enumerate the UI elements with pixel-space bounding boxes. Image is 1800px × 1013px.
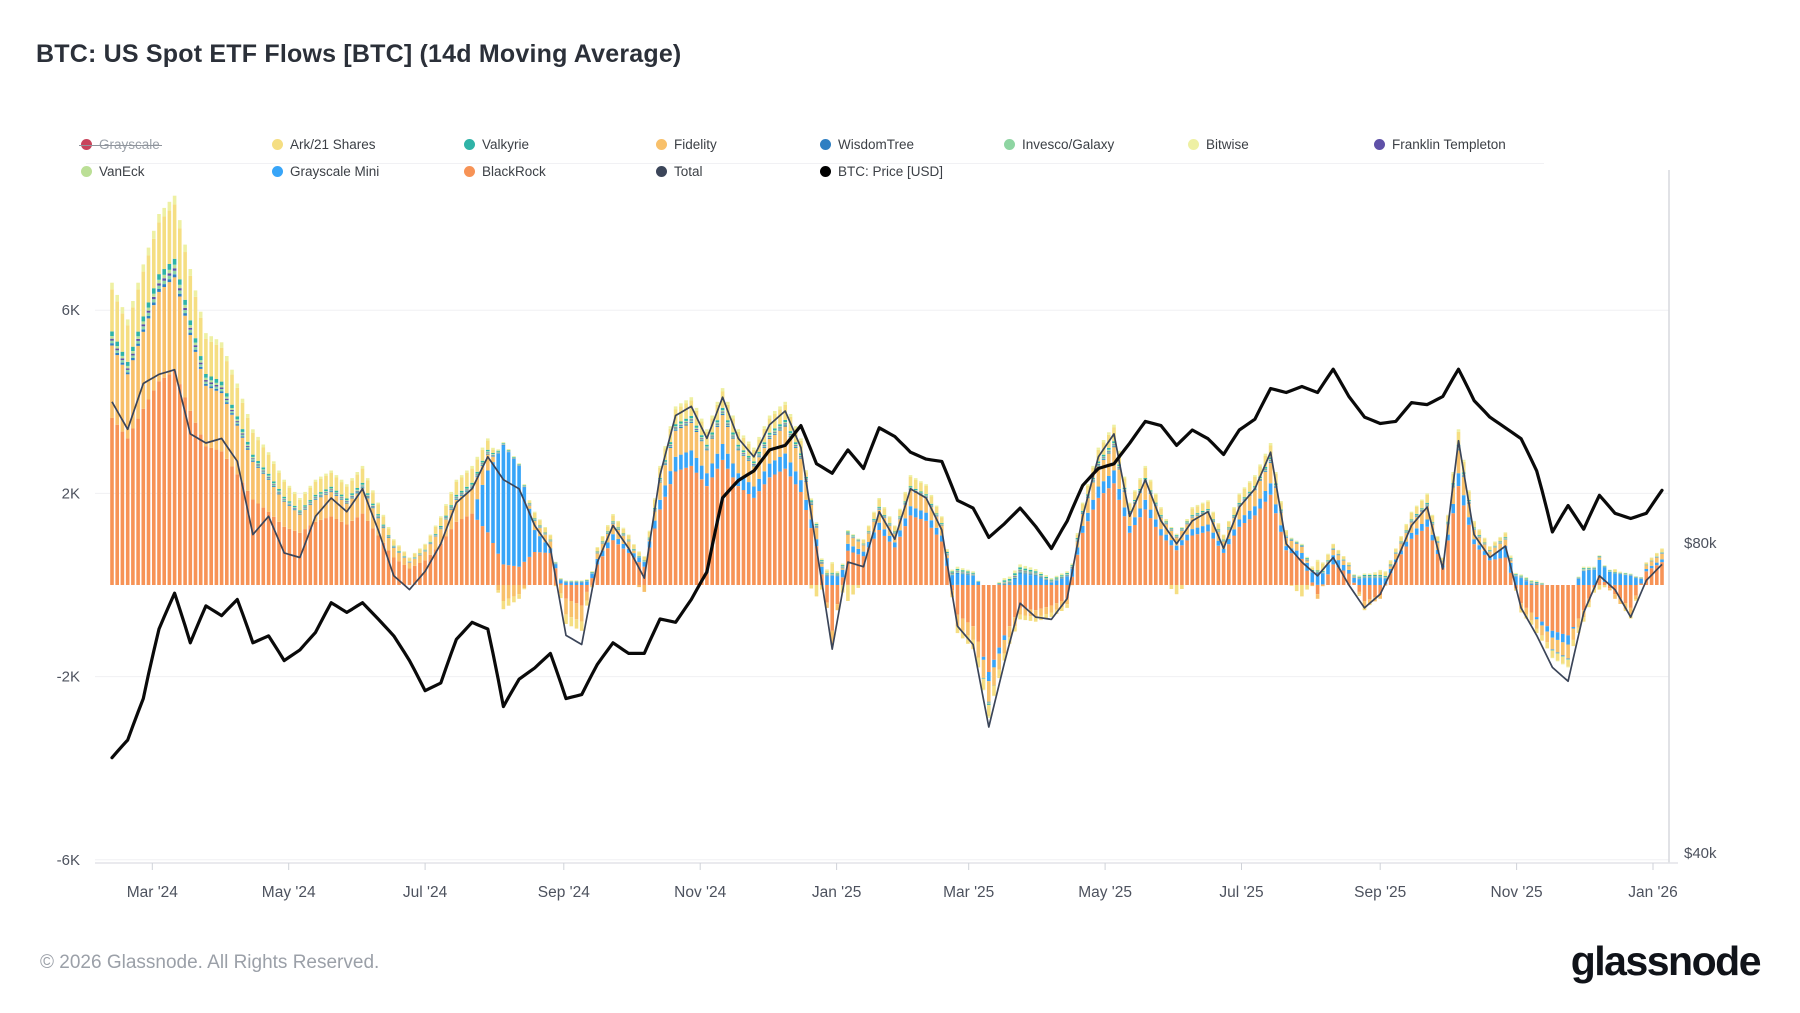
- invesco-galaxy-color-dot-icon: [1004, 139, 1015, 150]
- legend-item-btc-price-usd[interactable]: BTC: Price [USD]: [820, 164, 943, 179]
- y-axis-left-label: -6K: [57, 852, 80, 869]
- x-axis-label: Sep '25: [1354, 884, 1406, 901]
- valkyrie-color-dot-icon: [464, 139, 475, 150]
- y-axis-left-label: 6K: [62, 302, 80, 319]
- x-axis-label: Nov '25: [1491, 884, 1543, 901]
- x-axis-label: Mar '25: [943, 884, 994, 901]
- legend-label: Fidelity: [674, 137, 717, 152]
- legend-item-ark-21-shares[interactable]: Ark/21 Shares: [272, 137, 376, 152]
- glassnode-logo: glassnode: [1570, 938, 1762, 984]
- wisdomtree-color-dot-icon: [820, 139, 831, 150]
- legend-label: WisdomTree: [838, 137, 915, 152]
- legend-label: VanEck: [99, 164, 145, 179]
- legend-label: Valkyrie: [482, 137, 530, 152]
- legend-item-grayscale[interactable]: Grayscale: [79, 137, 162, 152]
- grayscale-mini-color-dot-icon: [272, 166, 283, 177]
- page-title: BTC: US Spot ETF Flows [BTC] (14d Moving…: [36, 40, 682, 68]
- legend-label: BTC: Price [USD]: [838, 164, 944, 179]
- y-axis-left-label: -2K: [57, 669, 80, 686]
- legend-label: Invesco/Galaxy: [1022, 137, 1115, 152]
- franklin-templeton-color-dot-icon: [1374, 139, 1385, 150]
- x-axis-label: May '24: [262, 884, 316, 901]
- legend-label: Bitwise: [1206, 137, 1249, 152]
- legend-label: Franklin Templeton: [1392, 137, 1506, 152]
- footer-copyright: © 2026 Glassnode. All Rights Reserved.: [40, 952, 380, 973]
- total-color-dot-icon: [656, 166, 667, 177]
- x-axis-label: Jan '26: [1628, 884, 1678, 901]
- x-axis-label: Jul '24: [403, 884, 448, 901]
- legend-label: BlackRock: [482, 164, 546, 179]
- btc-price-usd-color-dot-icon: [820, 166, 831, 177]
- y-axis-right-label: $40k: [1684, 845, 1717, 862]
- x-axis-label: Sep '24: [538, 884, 590, 901]
- legend-item-wisdomtree[interactable]: WisdomTree: [820, 137, 914, 152]
- fidelity-color-dot-icon: [656, 139, 667, 150]
- x-axis-label: Nov '24: [674, 884, 726, 901]
- legend-label: Ark/21 Shares: [290, 137, 376, 152]
- x-axis-label: May '25: [1078, 884, 1132, 901]
- legend-item-bitwise[interactable]: Bitwise: [1188, 137, 1249, 152]
- bitwise-color-dot-icon: [1188, 139, 1199, 150]
- legend-item-invesco-galaxy[interactable]: Invesco/Galaxy: [1004, 137, 1114, 152]
- btc-price-line: [110, 367, 1664, 760]
- legend-item-grayscale-mini[interactable]: Grayscale Mini: [272, 164, 379, 179]
- x-axis-label: Mar '24: [127, 884, 179, 901]
- total-line: [111, 368, 1663, 728]
- legend-label: Grayscale Mini: [290, 164, 380, 179]
- ark-21-shares-color-dot-icon: [272, 139, 283, 150]
- x-axis-label: Jul '25: [1219, 884, 1263, 901]
- legend-item-blackrock[interactable]: BlackRock: [464, 164, 546, 179]
- legend-row: Grayscale Ark/21 Shares Valkyrie Fidelity Wi…: [0, 137, 1800, 161]
- y-axis-left-label: 2K: [62, 485, 80, 502]
- x-axis-label: Jan '25: [812, 884, 862, 901]
- legend-item-valkyrie[interactable]: Valkyrie: [464, 137, 529, 152]
- y-axis-right-label: $80k: [1684, 535, 1717, 552]
- blackrock-color-dot-icon: [464, 166, 475, 177]
- legend-label: Total: [674, 164, 703, 179]
- legend-item-vaneck[interactable]: VanEck: [81, 164, 145, 179]
- legend-item-franklin-templeton[interactable]: Franklin Templeton: [1374, 137, 1506, 152]
- legend-row: VanEck Grayscale Mini BlackRock Total BTC: P…: [0, 164, 1800, 188]
- vaneck-color-dot-icon: [81, 166, 92, 177]
- legend-item-fidelity[interactable]: Fidelity: [656, 137, 717, 152]
- legend-divider: [86, 163, 1544, 164]
- legend-item-total[interactable]: Total: [656, 164, 703, 179]
